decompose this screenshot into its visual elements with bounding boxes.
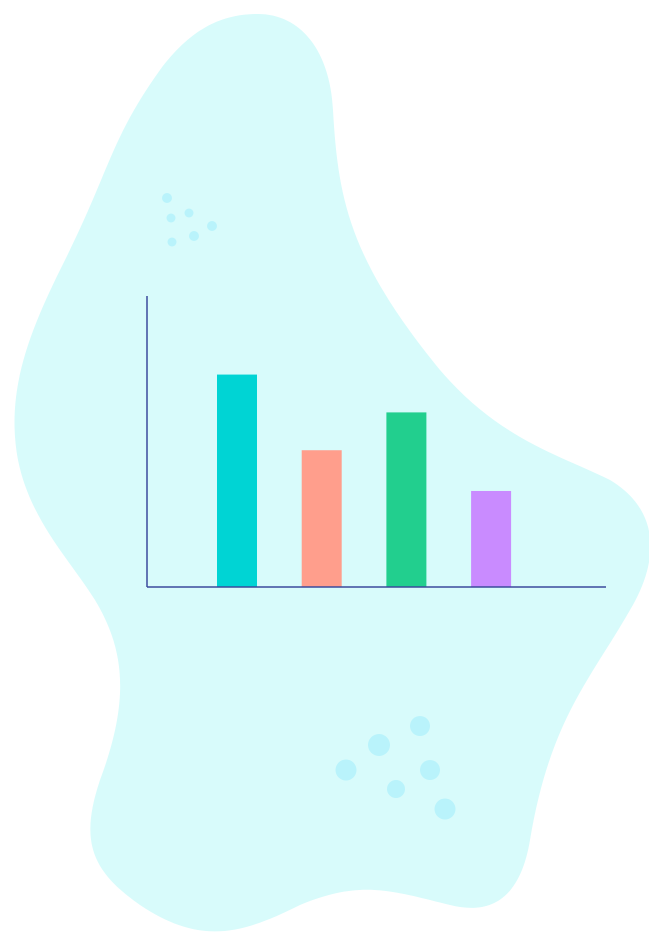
bar — [471, 490, 512, 587]
bar — [217, 374, 257, 587]
plot — [146, 296, 606, 588]
decor-dots — [162, 193, 456, 820]
bar — [386, 412, 427, 587]
bar — [301, 450, 342, 587]
